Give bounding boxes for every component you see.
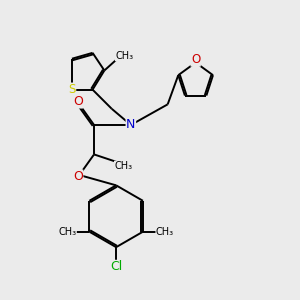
- Text: CH₃: CH₃: [156, 227, 174, 237]
- Text: Cl: Cl: [110, 260, 122, 273]
- Text: O: O: [73, 170, 83, 183]
- Text: CH₃: CH₃: [58, 227, 76, 237]
- Text: CH₃: CH₃: [115, 51, 134, 61]
- Text: O: O: [73, 95, 83, 108]
- Text: O: O: [191, 53, 200, 66]
- Text: N: N: [126, 118, 136, 131]
- Text: S: S: [68, 83, 76, 96]
- Text: CH₃: CH₃: [114, 161, 133, 171]
